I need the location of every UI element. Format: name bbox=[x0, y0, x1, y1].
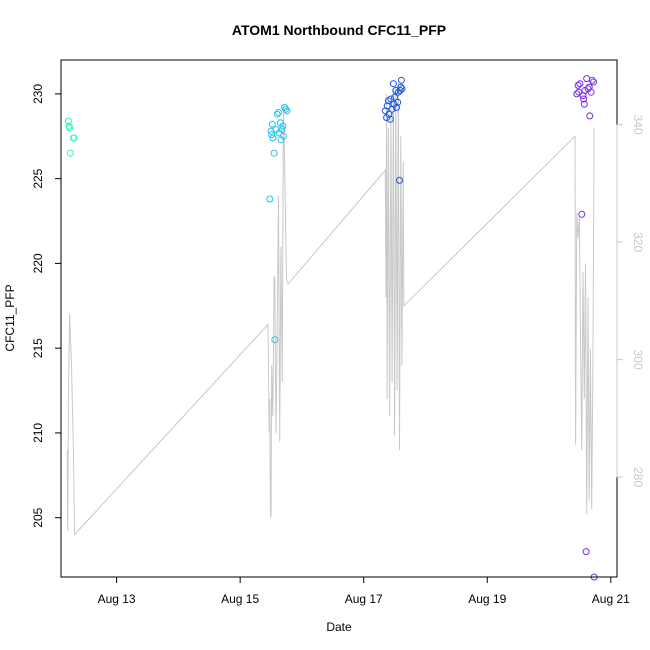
data-point bbox=[576, 80, 584, 88]
data-point bbox=[587, 88, 595, 96]
y-axis-label: CFC11_PFP bbox=[3, 284, 17, 351]
plot-frame bbox=[60, 59, 618, 578]
x-tick-label: Aug 17 bbox=[345, 592, 383, 606]
data-point bbox=[278, 126, 286, 133]
y2-tick-label: 280 bbox=[631, 467, 645, 487]
data-point bbox=[282, 105, 290, 113]
series-line-path bbox=[66, 83, 595, 536]
y2-tick-label: 340 bbox=[631, 115, 645, 135]
data-point bbox=[269, 134, 277, 142]
data-point bbox=[393, 104, 400, 111]
data-point bbox=[385, 110, 393, 118]
data-point bbox=[70, 134, 78, 142]
y-axis: 205 210 215 220 225 230 bbox=[31, 84, 62, 528]
data-point bbox=[64, 117, 72, 125]
x-tick-label: Aug 15 bbox=[221, 592, 259, 606]
data-point bbox=[397, 83, 405, 91]
data-point bbox=[271, 336, 279, 344]
data-point bbox=[583, 75, 591, 83]
data-point bbox=[66, 124, 74, 132]
data-point bbox=[397, 76, 405, 84]
data-point bbox=[283, 107, 291, 115]
data-point bbox=[386, 115, 394, 123]
data-point bbox=[268, 131, 276, 139]
x-tick-label: Aug 21 bbox=[592, 592, 630, 606]
data-point bbox=[396, 87, 404, 94]
y-tick-label: 230 bbox=[31, 84, 45, 104]
data-point bbox=[574, 81, 582, 89]
data-point bbox=[275, 109, 282, 116]
data-points bbox=[64, 75, 598, 581]
series-line bbox=[66, 83, 595, 536]
data-point bbox=[383, 102, 391, 110]
y-tick-label: 220 bbox=[31, 253, 45, 273]
y-tick-label: 225 bbox=[31, 168, 45, 188]
chart-title: ATOM1 Northbound CFC11_PFP bbox=[232, 22, 446, 38]
x-tick-label: Aug 19 bbox=[468, 592, 506, 606]
data-point bbox=[578, 210, 586, 218]
data-point bbox=[580, 95, 588, 103]
y2-axis: 280 300 320 340 bbox=[616, 115, 645, 487]
data-point bbox=[279, 122, 287, 130]
data-point bbox=[394, 98, 402, 106]
y-tick-label: 205 bbox=[31, 507, 45, 527]
y2-tick-label: 300 bbox=[631, 350, 645, 370]
y-tick-label: 215 bbox=[31, 338, 45, 358]
data-point bbox=[391, 93, 399, 101]
data-point bbox=[580, 100, 588, 108]
y2-tick-label: 320 bbox=[631, 232, 645, 252]
data-point bbox=[586, 112, 594, 120]
data-point bbox=[268, 120, 276, 128]
x-axis: Aug 13 Aug 15 Aug 17 Aug 19 Aug 21 bbox=[98, 576, 630, 606]
data-point bbox=[266, 195, 274, 203]
data-point bbox=[398, 85, 406, 93]
data-point bbox=[389, 80, 397, 88]
data-point bbox=[387, 95, 395, 103]
x-tick-label: Aug 13 bbox=[98, 592, 136, 606]
data-point bbox=[590, 78, 597, 86]
data-point bbox=[273, 110, 281, 118]
data-point bbox=[588, 76, 596, 84]
data-point bbox=[575, 88, 583, 96]
data-point bbox=[279, 132, 287, 140]
data-point bbox=[66, 149, 74, 157]
data-point bbox=[573, 90, 581, 98]
x-axis-label: Date bbox=[326, 620, 352, 634]
data-point bbox=[267, 127, 275, 135]
data-point bbox=[396, 176, 403, 184]
data-point bbox=[582, 548, 590, 556]
data-point bbox=[270, 149, 278, 157]
y-tick-label: 210 bbox=[31, 423, 45, 443]
